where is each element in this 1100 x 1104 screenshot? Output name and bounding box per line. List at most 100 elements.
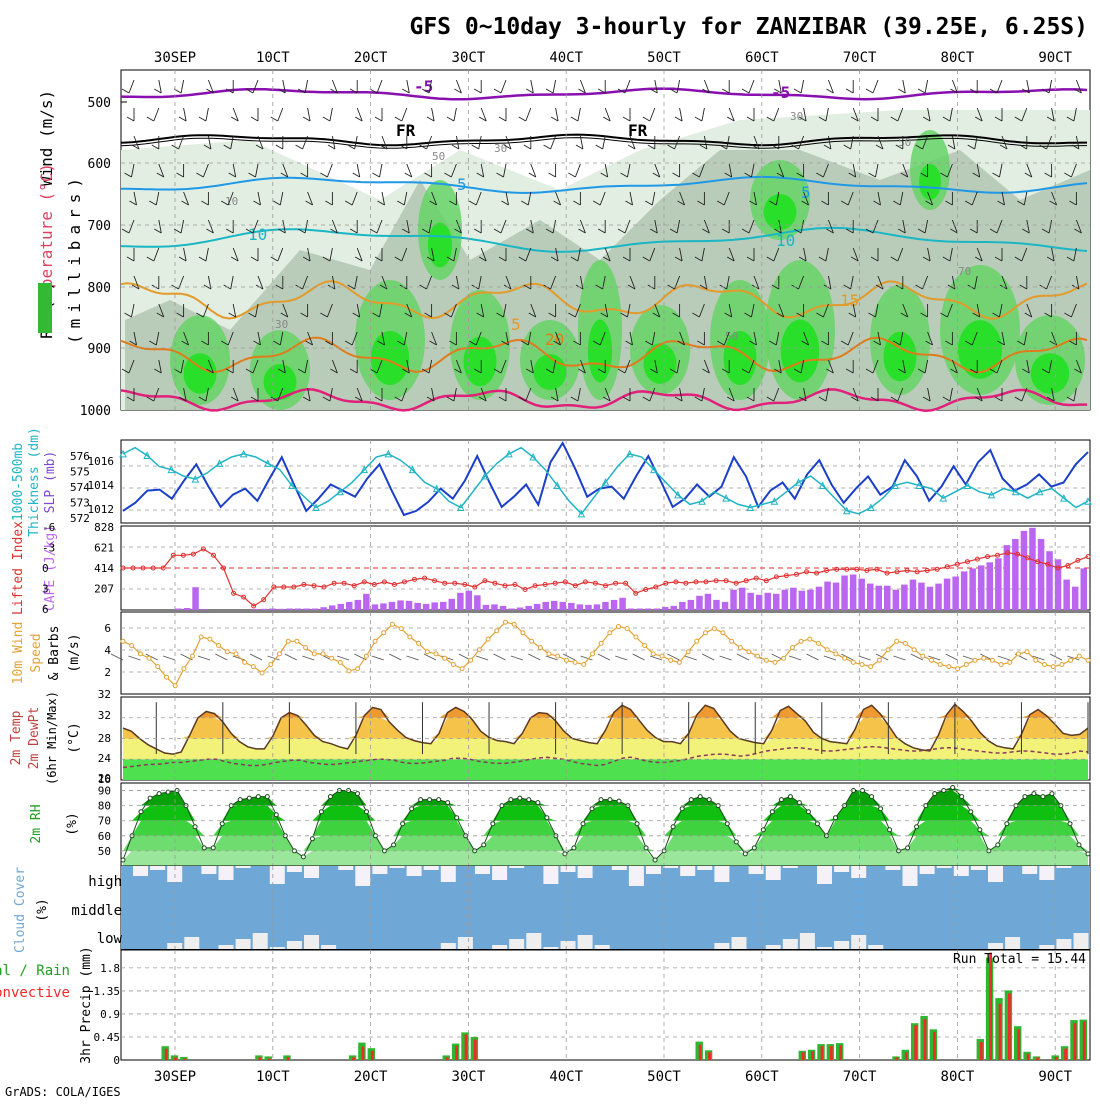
wind-barb <box>875 303 879 318</box>
wind-barb-flag <box>322 116 331 122</box>
temp-band <box>123 759 1088 780</box>
wind-barb <box>133 135 140 150</box>
wind-barb-flag <box>699 284 708 290</box>
cape-bar <box>551 600 558 610</box>
wind-barb <box>207 219 214 234</box>
wind-barb <box>183 331 190 346</box>
wind-barb <box>654 163 661 178</box>
wind-barb <box>974 135 978 150</box>
precip-convective-bar <box>1082 1021 1086 1060</box>
wind-marker <box>1076 653 1082 659</box>
wind-barb-10m <box>1049 653 1063 661</box>
cape-bar <box>627 608 635 610</box>
li-marker <box>351 583 357 589</box>
wind-barb <box>158 79 162 94</box>
wind-barb-10m <box>667 653 680 661</box>
wind-barb <box>555 331 562 346</box>
wind-barb-flag <box>126 116 135 122</box>
wind-barb-flag <box>945 200 953 206</box>
wind-barb-flag <box>645 200 653 206</box>
precip-convective-bar <box>989 952 992 1060</box>
wind-barb <box>525 387 532 402</box>
wind-barb-flag <box>947 144 956 150</box>
high-cloud-gap <box>748 866 764 874</box>
wind-barb <box>478 135 482 150</box>
rh-marker <box>995 842 1001 848</box>
wind-barb-flag <box>1014 256 1023 262</box>
rh-blob-core <box>370 331 410 385</box>
wind-barb <box>277 107 284 122</box>
wind-barb-10m <box>562 653 576 661</box>
wind-barb <box>574 303 581 318</box>
precip-convective-bar <box>914 1025 918 1060</box>
wind-barb <box>401 247 408 262</box>
wind-barb-10m <box>823 655 837 661</box>
wind-barb <box>852 303 857 318</box>
wind-barb-flag <box>402 368 410 374</box>
li-marker <box>422 575 428 581</box>
wind-barb-flag <box>468 200 477 206</box>
wind-marker <box>433 651 439 657</box>
wind-barb-10m <box>1067 655 1080 661</box>
wind-barb-flag <box>677 200 685 206</box>
precip-convective-bar <box>1073 1023 1077 1060</box>
wind-barb-flag <box>446 116 455 122</box>
wind-barb <box>277 247 284 262</box>
wind-barb <box>723 331 730 346</box>
low-cloud-gap <box>184 937 200 949</box>
wind-barb-flag <box>622 116 631 122</box>
wind-barb-flag <box>845 228 854 234</box>
cape-bar <box>337 603 344 610</box>
low-cloud-gap <box>269 947 285 949</box>
thickness-marker <box>794 478 803 486</box>
rh-marker <box>1085 851 1091 857</box>
wind-barb-flag <box>1041 228 1050 234</box>
wind-barb <box>778 219 782 234</box>
rh-marker <box>355 791 360 797</box>
cape-bar <box>593 604 601 610</box>
precip-convective-bar <box>455 1045 458 1060</box>
wind-marker <box>503 619 508 625</box>
wind-marker <box>520 630 526 636</box>
wind-barb-flag <box>424 312 432 318</box>
precip-convective-bar <box>698 1044 702 1060</box>
wind-barb <box>183 247 187 262</box>
wind-barb <box>527 331 532 346</box>
cape-bar <box>755 594 763 610</box>
wind-barb <box>996 359 1003 374</box>
precip-convective-bar <box>352 1057 355 1060</box>
wind-barb-flag <box>526 368 534 374</box>
wind-barb <box>651 191 656 206</box>
rh-marker <box>544 815 550 821</box>
wind-barb-flag <box>741 368 750 374</box>
wind-marker <box>1016 651 1021 657</box>
wind-barb <box>455 135 460 150</box>
low-cloud-gap <box>509 939 525 949</box>
cape-bar <box>294 608 302 610</box>
rh-marker <box>210 845 216 851</box>
wind-barb <box>996 79 1003 94</box>
wind-barb <box>302 135 309 150</box>
wind-barb <box>450 163 457 178</box>
wind-barb-flag <box>840 340 849 346</box>
contour-freezing <box>120 133 1087 147</box>
wind-barb-flag <box>446 396 455 402</box>
wind-barb-flag <box>347 284 355 290</box>
rh-marker <box>255 794 261 800</box>
wind-barb <box>773 387 780 402</box>
cape-bar <box>662 607 669 610</box>
wind-barb <box>827 359 834 374</box>
wind-marker <box>381 630 387 636</box>
rh-band <box>123 850 1088 866</box>
rh-marker <box>138 809 144 815</box>
wind-barb-flag <box>394 116 403 122</box>
cloud-layer-label: middle <box>71 903 122 919</box>
wind-barb-flag <box>816 312 824 318</box>
precip-tick-label: 0.9 <box>100 1008 120 1021</box>
wind-barb-flag <box>273 340 281 346</box>
wind-marker <box>137 651 143 657</box>
wind-barb-flag <box>473 88 482 94</box>
wind-barb-flag <box>692 312 700 318</box>
wind-barb-10m <box>110 653 124 661</box>
wind-barb <box>227 331 234 346</box>
